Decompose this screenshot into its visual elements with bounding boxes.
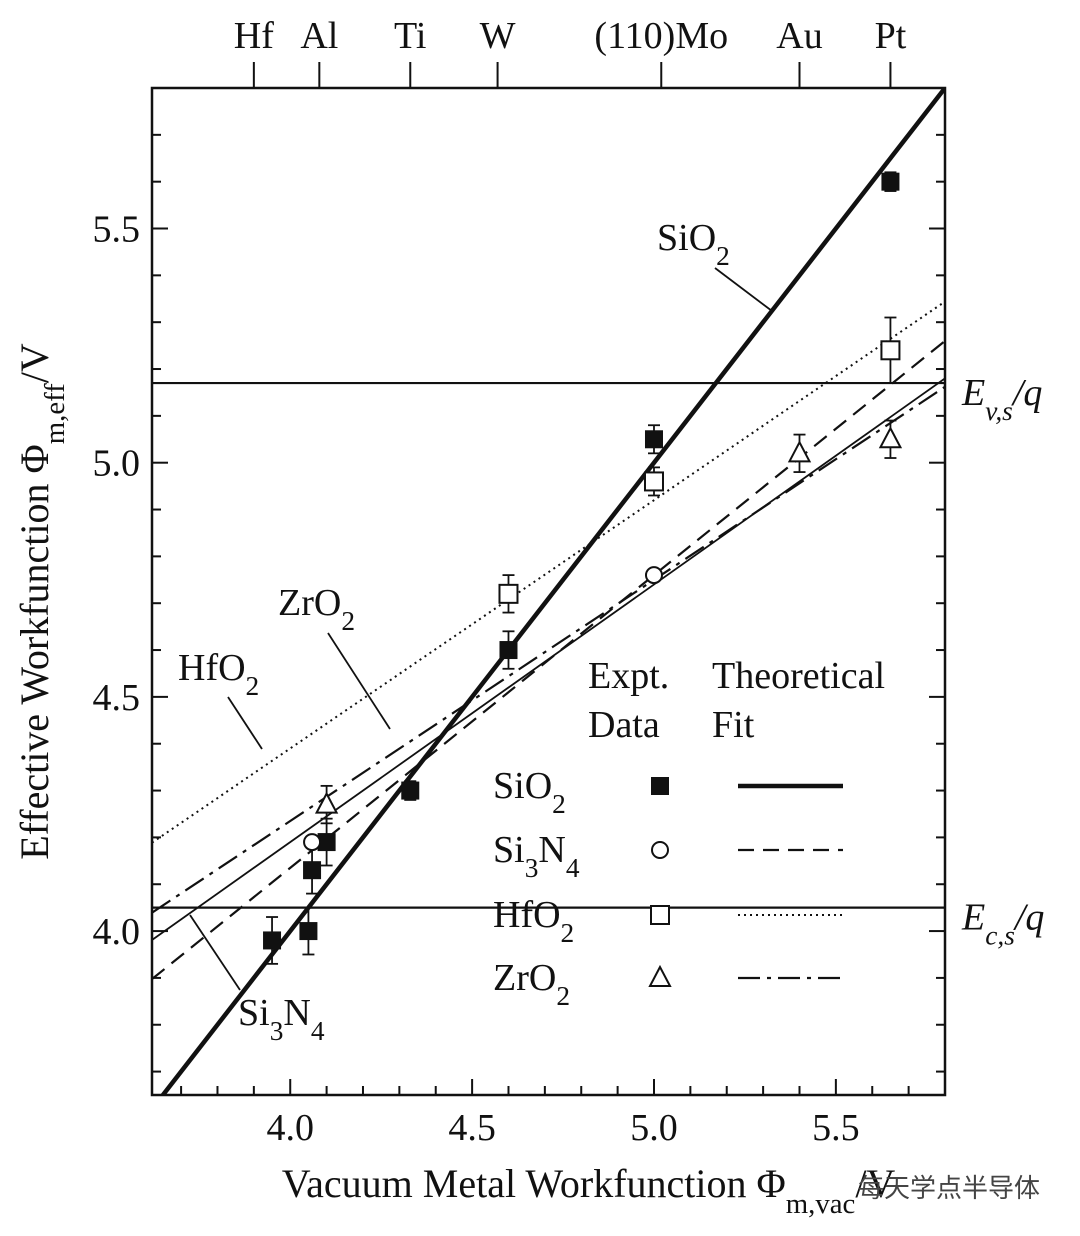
- sio2-point: [644, 430, 663, 449]
- legend-label-zro2: ZrO2: [493, 957, 570, 1011]
- zro2-point: [878, 426, 903, 449]
- top-metal-label: Hf: [234, 15, 274, 57]
- top-metal-label: (110)Mo: [594, 15, 728, 57]
- ev-label: Ev,s/q: [961, 372, 1042, 426]
- plot-frame: [150, 86, 947, 1097]
- legend-header-fit: Theoretical: [712, 655, 885, 697]
- legend-header-fit: Fit: [712, 704, 755, 746]
- ec-label: Ec,s/q: [961, 897, 1044, 951]
- annotation-leader: [189, 914, 241, 991]
- annotation-leader: [327, 632, 391, 730]
- hfo2-point: [643, 471, 664, 492]
- annotation-sio2: SiO2: [657, 217, 730, 271]
- hfo2-fit-line: [152, 300, 945, 844]
- curve-annotations: SiO2 HfO2 ZrO2 Si3N4: [178, 217, 773, 1046]
- legend-label-si3n4: Si3N4: [493, 829, 580, 883]
- top-metal-label: Pt: [875, 15, 907, 57]
- x-tick-label: 4.0: [266, 1107, 314, 1149]
- sio2-point: [401, 781, 420, 800]
- y-axis-title: Effective Workfunction Φm,eff/V: [12, 343, 71, 860]
- legend-marker-hfo2: [650, 905, 670, 925]
- x-tick-label: 5.0: [630, 1107, 678, 1149]
- y-tick-label: 4.5: [93, 677, 141, 719]
- data-points: [263, 171, 903, 965]
- top-metal-label: Al: [300, 15, 338, 57]
- zro2-point: [314, 791, 339, 814]
- sio2-point: [299, 922, 318, 941]
- top-metal-label: Ti: [394, 15, 426, 57]
- sio2-point: [263, 931, 282, 950]
- y-tick-label: 5.0: [93, 443, 141, 485]
- sio2-point: [303, 861, 322, 880]
- sio2-point: [317, 833, 336, 852]
- x-tick-label: 4.5: [448, 1107, 496, 1149]
- legend-marker-sio2: [651, 777, 669, 795]
- legend-header-data: Expt.: [588, 655, 669, 697]
- legend: Expt. Data Theoretical Fit SiO2 Si3N4 HfO2 ZrO2: [493, 655, 885, 1011]
- axis-ticks: [152, 62, 946, 1095]
- x-axis-title: Vacuum Metal Workfunction Φm,vac/V: [282, 1161, 896, 1220]
- legend-label-sio2: SiO2: [493, 765, 566, 819]
- legend-marker-si3n4: [651, 841, 669, 859]
- axis-labels: 4.0 4.5 5.0 5.5 4.0 4.5 5.0 5.5 Hf Al Ti W (110)Mo Au…: [12, 15, 1044, 1220]
- y-tick-label: 5.5: [93, 209, 141, 251]
- si3n4-fit-line: [152, 340, 945, 980]
- annotation-leader: [227, 696, 263, 750]
- hfo2-point: [880, 340, 901, 361]
- legend-marker-zro2: [648, 964, 672, 987]
- top-metal-label: W: [480, 15, 516, 57]
- sio2-point: [499, 641, 518, 660]
- annotation-hfo2: HfO2: [178, 647, 259, 701]
- si3n4-point: [303, 833, 322, 852]
- hfo2-point: [498, 583, 519, 604]
- zro2-fit-line: [152, 385, 945, 914]
- sio2-fit-line: [160, 88, 945, 1095]
- watermark: 每天学点半导体: [858, 1174, 1040, 1204]
- zro2-point: [787, 440, 812, 463]
- legend-label-hfo2: HfO2: [493, 894, 574, 948]
- legend-header-data: Data: [588, 704, 660, 746]
- si3n4-point: [644, 566, 663, 585]
- top-metal-label: Au: [776, 15, 822, 57]
- annotation-leader: [714, 267, 773, 312]
- y-tick-label: 4.0: [93, 911, 141, 953]
- x-tick-label: 5.5: [812, 1107, 860, 1149]
- annotation-si3n4: Si3N4: [238, 992, 325, 1046]
- plot-area: [152, 88, 945, 1095]
- sio2-point: [881, 172, 900, 191]
- annotation-zro2: ZrO2: [278, 582, 355, 636]
